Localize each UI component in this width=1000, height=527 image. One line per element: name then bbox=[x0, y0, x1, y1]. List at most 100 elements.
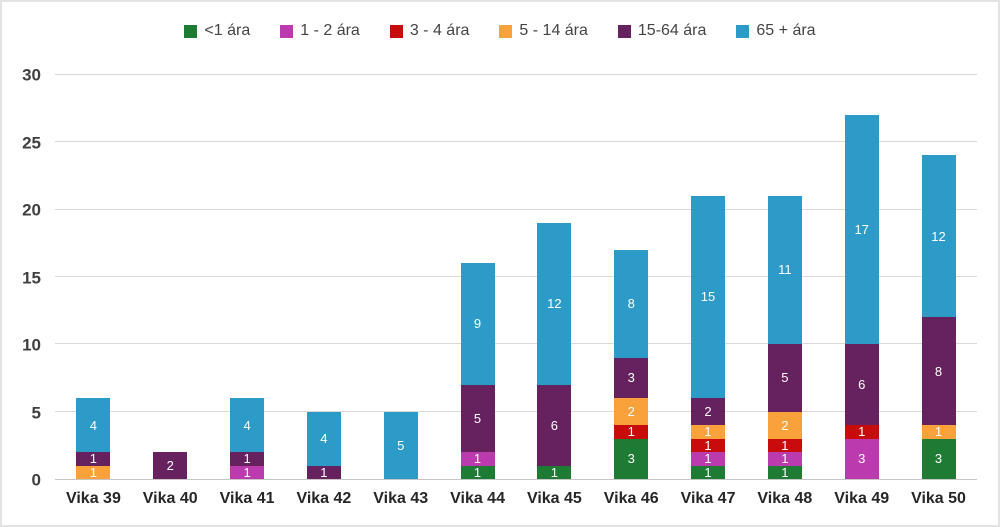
segment-value-label: 3 bbox=[934, 451, 943, 467]
y-tick-label: 10 bbox=[22, 335, 41, 355]
bar-segment: 6 bbox=[537, 384, 572, 466]
bar-segment: 3 bbox=[921, 438, 956, 479]
bar-segment: 1 bbox=[691, 425, 726, 439]
bar-slot: 3 1 8 12 bbox=[900, 75, 977, 479]
segment-value-label: 4 bbox=[320, 431, 328, 446]
bar-segment: 2 bbox=[691, 398, 726, 425]
y-tick-label: 25 bbox=[22, 133, 41, 152]
segment-value-label: 17 bbox=[854, 221, 869, 237]
bars-container: 1 1 4 2 1 1 4 1 4 5 1 1 5 9 1 6 12 3 1 2 3 8 1 1 1 1 2 15 1 1 1 2 5 11 3 1 6… bbox=[55, 75, 977, 479]
segment-value-label: 1 bbox=[89, 464, 98, 480]
legend-swatch-icon bbox=[184, 24, 198, 38]
segment-value-label: 1 bbox=[704, 464, 712, 480]
bar-segment: 2 bbox=[614, 398, 649, 425]
legend-label: <1 ára bbox=[204, 22, 251, 39]
x-tick-label: Vika 43 bbox=[373, 490, 429, 507]
bar-segment: 1 bbox=[767, 464, 802, 480]
bar-segment: 17 bbox=[844, 114, 879, 344]
x-tick-label: Vika 45 bbox=[526, 490, 582, 507]
segment-value-label: 6 bbox=[550, 417, 558, 433]
x-tick-label: Vika 40 bbox=[142, 490, 198, 507]
bar-slot: 1 6 12 bbox=[516, 75, 593, 479]
bar-segment: 9 bbox=[460, 263, 495, 385]
bar-segment: 1 bbox=[76, 464, 111, 480]
segment-value-label: 9 bbox=[473, 316, 482, 332]
bar-slot: 3 1 6 17 bbox=[823, 75, 900, 479]
x-tick-label: Vika 39 bbox=[65, 490, 121, 507]
bar-segment: 1 bbox=[460, 464, 495, 480]
y-tick-label: 15 bbox=[22, 268, 41, 287]
segment-value-label: 3 bbox=[858, 451, 866, 467]
stacked-bar: 1 1 1 1 2 15 bbox=[691, 195, 726, 480]
segment-value-label: 2 bbox=[781, 417, 789, 433]
segment-value-label: 1 bbox=[89, 451, 98, 467]
bar-segment: 3 bbox=[614, 357, 649, 398]
segment-value-label: 1 bbox=[473, 464, 482, 480]
bar-segment: 5 bbox=[460, 384, 495, 452]
stacked-bar: 3 1 8 12 bbox=[921, 155, 956, 479]
segment-value-label: 12 bbox=[547, 296, 562, 311]
segment-value-label: 5 bbox=[397, 437, 405, 453]
bar-segment: 1 bbox=[614, 424, 649, 440]
segment-value-label: 8 bbox=[627, 296, 635, 311]
segment-value-label: 1 bbox=[704, 437, 712, 453]
stacked-bar: 3 1 2 3 8 bbox=[614, 249, 649, 479]
legend-swatch-icon bbox=[499, 24, 513, 38]
bar-segment: 4 bbox=[76, 398, 111, 452]
legend-item: 1 - 2 ára bbox=[280, 23, 360, 39]
bar-segment: 1 bbox=[460, 452, 495, 466]
segment-value-label: 12 bbox=[931, 228, 946, 244]
gridline bbox=[55, 276, 977, 277]
bar-segment: 1 bbox=[767, 438, 802, 452]
segment-value-label: 1 bbox=[934, 424, 943, 440]
bar-segment: 3 bbox=[614, 438, 649, 479]
x-tick-label: Vika 44 bbox=[450, 490, 505, 507]
y-tick-label: 5 bbox=[31, 403, 41, 423]
bar-segment: 3 bbox=[844, 438, 879, 479]
segment-value-label: 6 bbox=[858, 377, 866, 392]
bar-segment: 8 bbox=[614, 249, 649, 358]
bar-segment: 1 bbox=[230, 465, 265, 479]
bar-segment: 1 bbox=[844, 425, 879, 439]
segment-value-label: 1 bbox=[627, 424, 635, 440]
segment-value-label: 4 bbox=[89, 417, 98, 433]
bar-segment: 15 bbox=[691, 195, 726, 398]
legend-label: 65 + ára bbox=[756, 22, 816, 39]
bar-segment: 1 bbox=[76, 451, 111, 467]
segment-value-label: 15 bbox=[700, 289, 716, 305]
legend-item: 15-64 ára bbox=[617, 23, 706, 39]
bar-segment: 5 bbox=[383, 411, 418, 479]
segment-value-label: 2 bbox=[166, 458, 174, 473]
segment-value-label: 1 bbox=[781, 451, 789, 467]
segment-value-label: 5 bbox=[473, 410, 482, 426]
bar-slot: 3 1 2 3 8 bbox=[593, 75, 670, 479]
y-tick-label: 0 bbox=[31, 470, 41, 490]
bar-slot: 1 1 1 1 2 15 bbox=[670, 75, 747, 479]
legend-swatch-icon bbox=[736, 24, 750, 38]
legend-label: 5 - 14 ára bbox=[519, 22, 588, 39]
gridline bbox=[55, 343, 977, 345]
legend-item: 5 - 14 ára bbox=[499, 22, 588, 39]
y-axis: 0 5 10 15 20 25 30 bbox=[2, 67, 47, 489]
bar-segment: 4 bbox=[306, 411, 341, 466]
bar-segment: 6 bbox=[844, 344, 879, 425]
segment-value-label: 1 bbox=[243, 451, 251, 467]
gridline bbox=[55, 410, 977, 412]
stacked-bar: 3 1 6 17 bbox=[844, 114, 879, 479]
segment-value-label: 1 bbox=[781, 464, 789, 480]
segment-value-label: 8 bbox=[934, 363, 943, 379]
x-tick-label: Vika 49 bbox=[834, 490, 890, 507]
segment-value-label: 2 bbox=[627, 404, 635, 419]
bar-slot: 5 bbox=[362, 75, 439, 479]
legend-item: 3 - 4 ára bbox=[389, 23, 469, 39]
bar-segment: 1 bbox=[537, 465, 572, 479]
bar-segment: 1 bbox=[306, 465, 341, 479]
stacked-bar: 1 1 1 2 5 11 bbox=[767, 195, 802, 480]
x-axis: Vika 39 Vika 40 Vika 41 Vika 42 Vika 43 Vika … bbox=[55, 480, 977, 520]
